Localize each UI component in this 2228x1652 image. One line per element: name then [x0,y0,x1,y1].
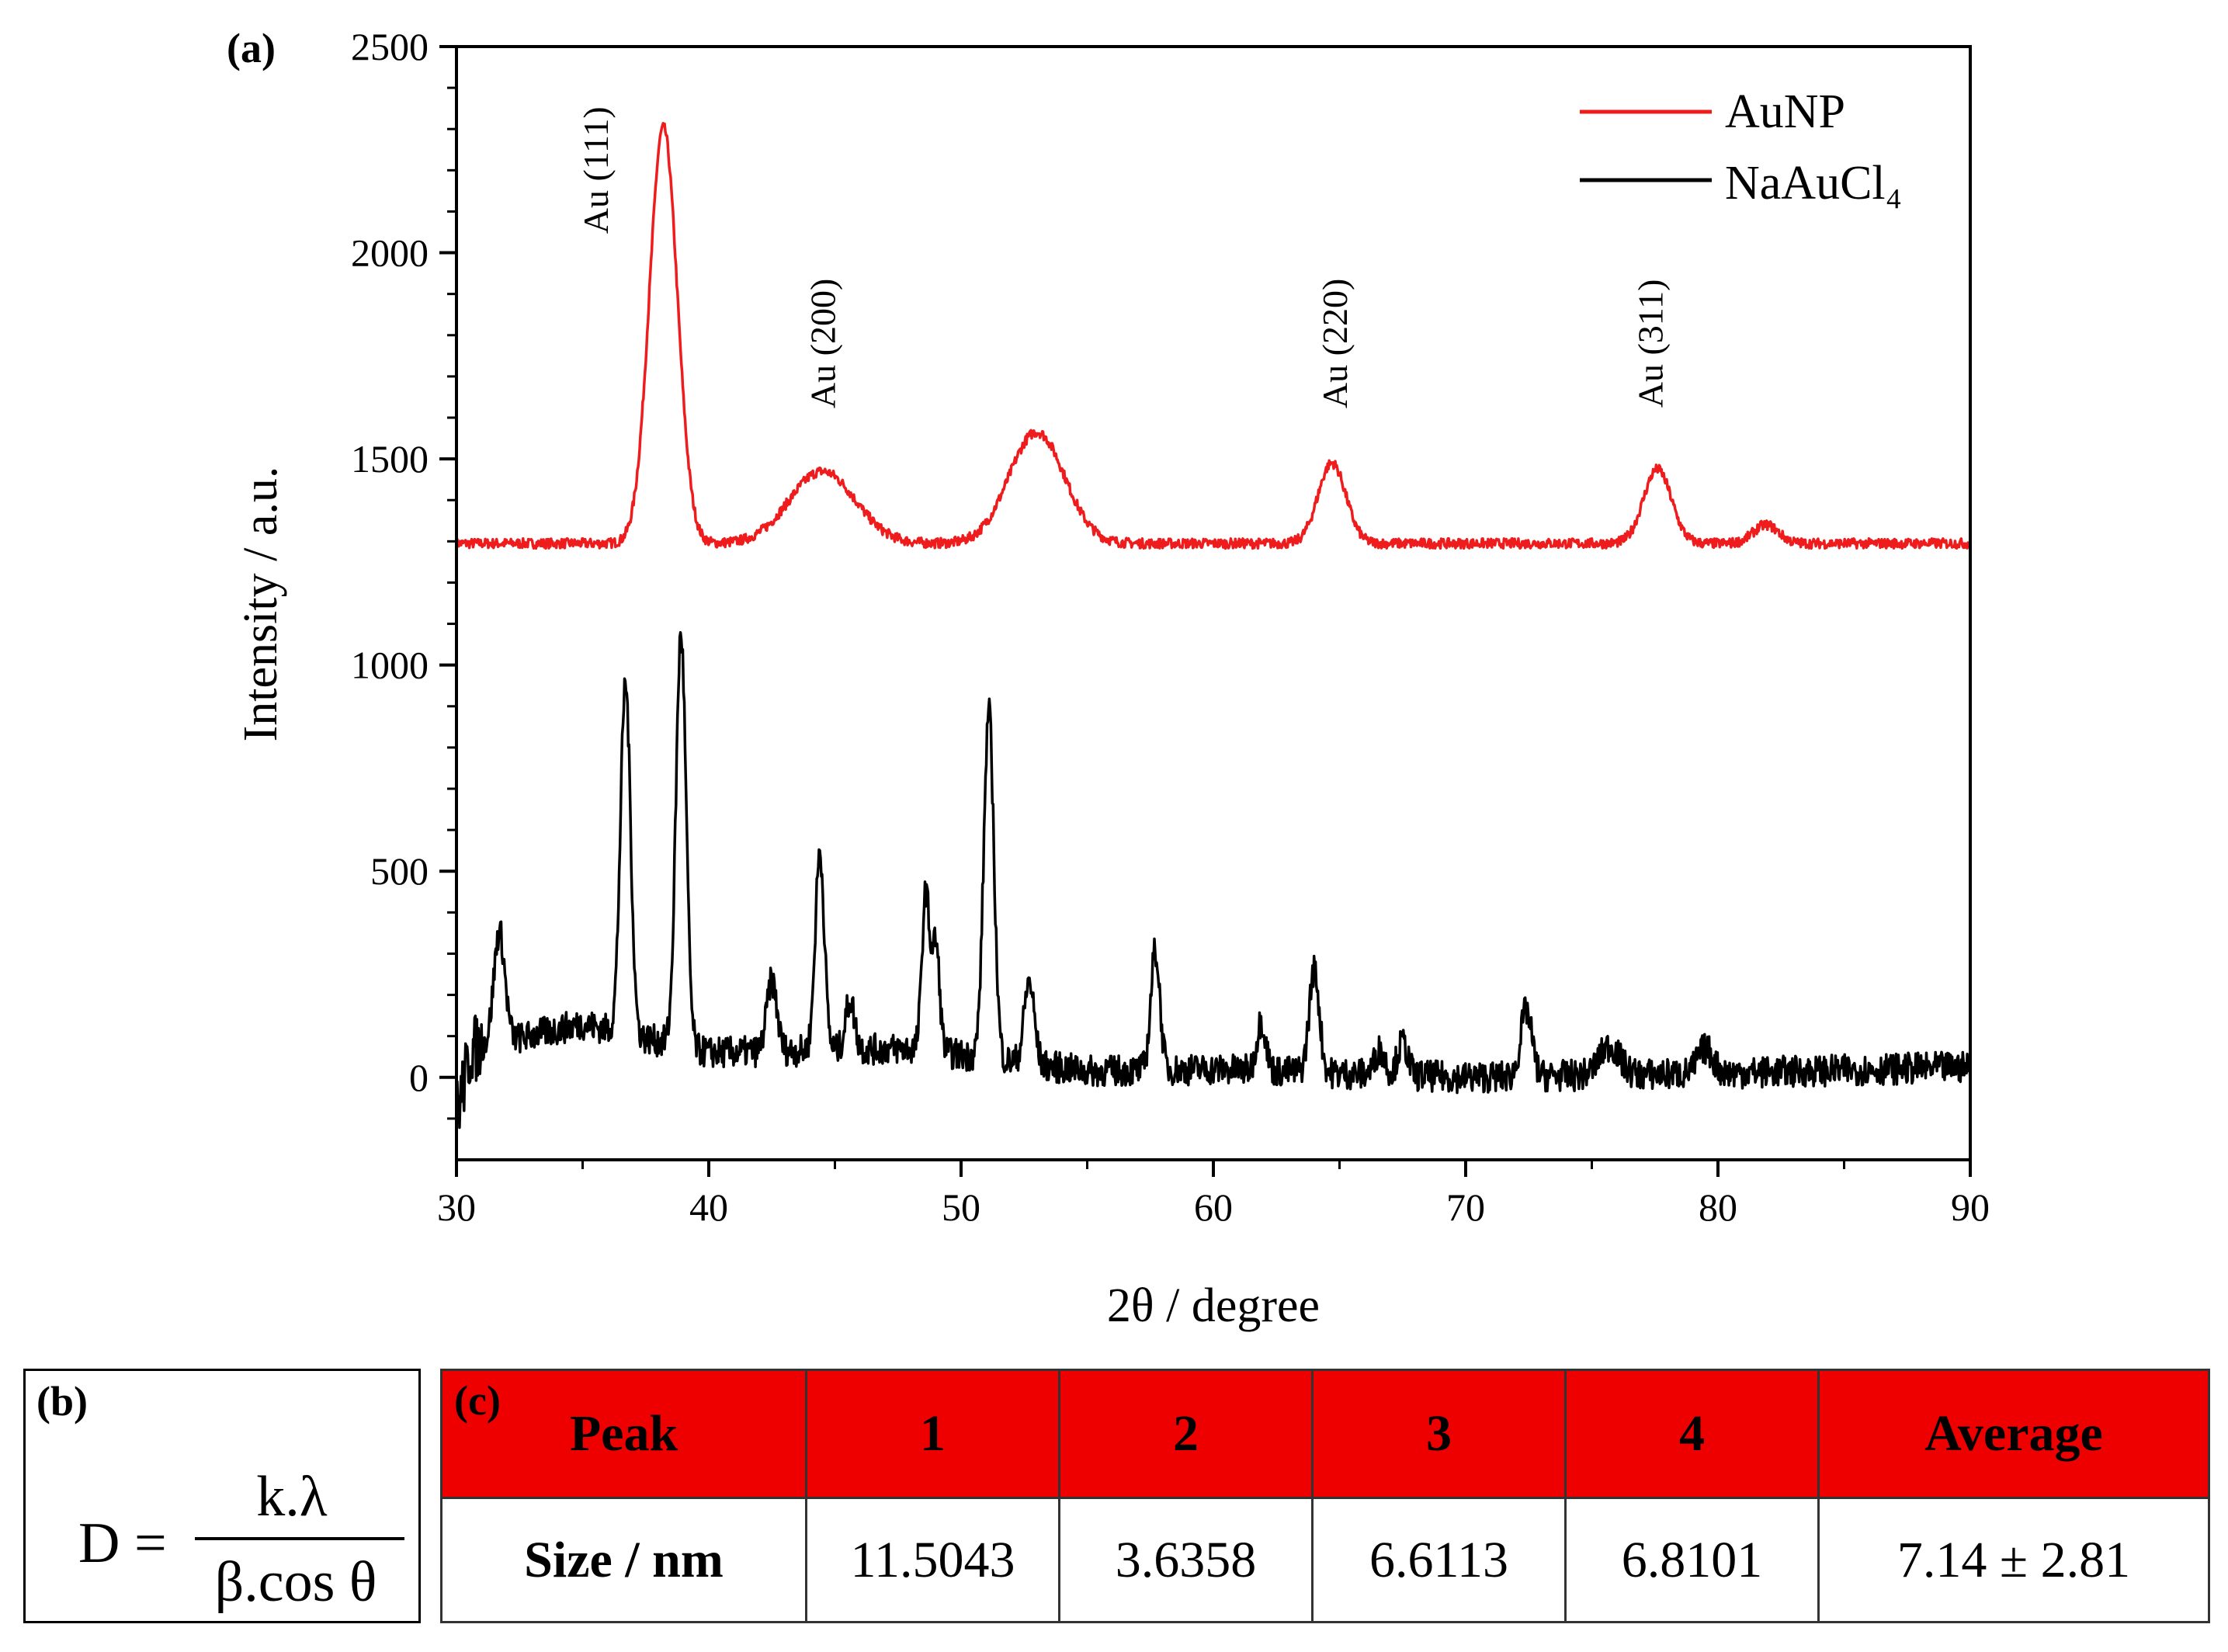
legend-label-aunp: AuNP [1725,85,1845,138]
header-average: Average [1817,1369,2210,1499]
series-line-aunp [455,122,1971,550]
plot-frame [455,45,1972,1161]
x-tick-label: 90 [1951,1185,1990,1229]
panel-label-a: (a) [227,25,276,71]
header-peak: Peak [440,1369,807,1499]
crystallite-size-panel: (c) Peak 1 2 3 4 Average Size / nm 11.50… [440,1369,2210,1623]
table-header-row: Peak 1 2 3 4 Average [440,1369,2210,1499]
size-peak-1: 11.5043 [805,1497,1060,1623]
x-tick-label: 60 [1194,1185,1233,1229]
y-tick-label: 500 [370,849,429,893]
fraction-bar [195,1537,404,1540]
scherrer-formula: D = k.λ β.cos θ [55,1433,412,1614]
y-tick-label: 1500 [351,437,429,481]
formula-denominator: β.cos θ [214,1550,377,1614]
x-axis-title: 2θ / degree [1107,1279,1320,1332]
peak-label: Au (200) [803,279,843,408]
peak-label: Au (220) [1315,279,1355,408]
x-tick-label: 40 [689,1185,728,1229]
x-tick-label: 70 [1446,1185,1485,1229]
formula-numerator: k.λ [256,1465,328,1529]
scherrer-formula-panel: (b) D = k.λ β.cos θ [23,1369,421,1623]
size-peak-4: 6.8101 [1564,1497,1820,1623]
panel-label-b: (b) [36,1378,88,1425]
tick-layer: 30 40 50 60 70 80 90 0 500 1000 1500 2000 2500 [351,25,1990,1229]
formula-lhs: D = [78,1511,167,1575]
x-tick-label: 30 [437,1185,476,1229]
size-average: 7.14 ± 2.81 [1817,1497,2210,1623]
legend-label-naaucl4: NaAuCl₄ [1725,157,1902,210]
crystallite-size-table: Peak 1 2 3 4 Average Size / nm 11.5043 3… [440,1369,2210,1623]
row-label-size: Size / nm [440,1497,807,1623]
x-tick-label: 80 [1699,1185,1737,1229]
header-peak-4: 4 [1564,1369,1820,1499]
peak-label: Au (311) [1631,279,1671,408]
y-tick-label: 2000 [351,231,429,275]
header-peak-2: 2 [1058,1369,1314,1499]
y-tick-label: 1000 [351,644,429,687]
header-peak-3: 3 [1311,1369,1567,1499]
size-peak-2: 3.6358 [1058,1497,1314,1623]
panel-label-c: (c) [454,1377,501,1424]
xrd-chart: (a) 30 40 50 60 70 80 90 0 500 1000 1500 2000 2500 A… [227,25,1990,1332]
y-tick-label: 0 [409,1056,429,1099]
size-peak-3: 6.6113 [1311,1497,1567,1623]
y-axis-title: Intensity / a.u. [234,467,287,742]
x-tick-label: 50 [942,1185,980,1229]
y-tick-label: 2500 [351,25,429,68]
series-layer [455,122,1972,1130]
legend: AuNP NaAuCl₄ [1580,85,1902,210]
table-row: Size / nm 11.5043 3.6358 6.6113 6.8101 7… [440,1497,2210,1623]
header-peak-1: 1 [805,1369,1060,1499]
series-line-naaucl4 [455,630,1972,1130]
peak-label: Au (111) [576,106,616,234]
annotation-layer: Au (111) Au (200) Au (220) Au (311) [576,106,1671,408]
